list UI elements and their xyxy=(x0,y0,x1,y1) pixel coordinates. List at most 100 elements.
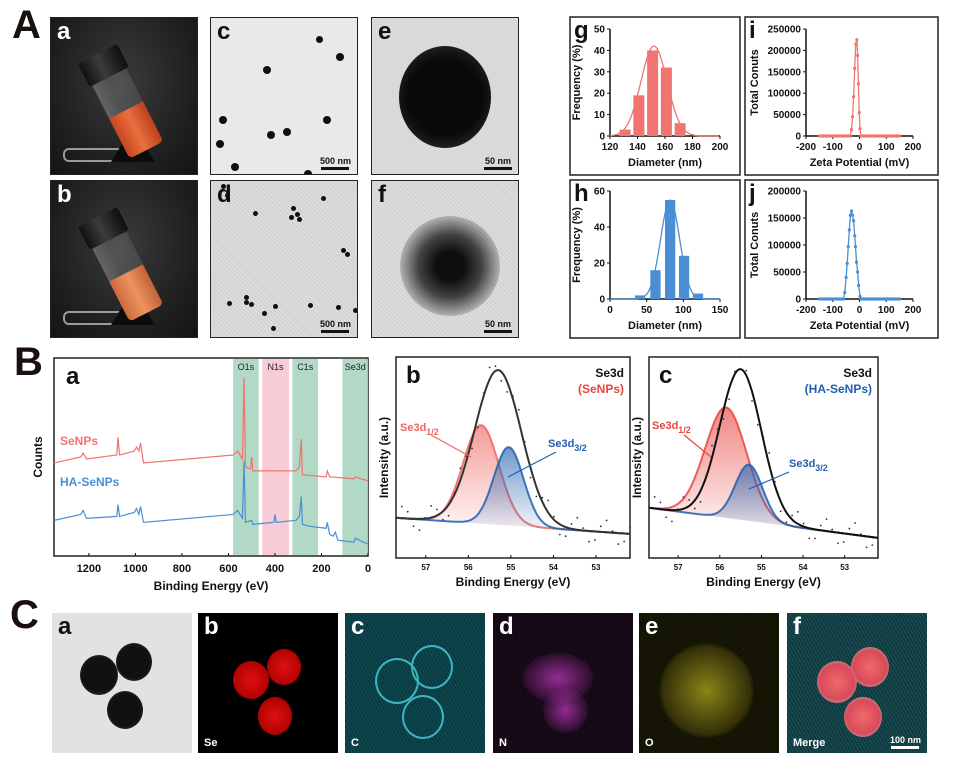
panel-label: c xyxy=(351,613,365,640)
x-tick-label: 0 xyxy=(607,305,613,316)
y-axis-label: Frequency (%) xyxy=(571,207,583,283)
nanoparticle xyxy=(336,305,341,310)
tem-image-senps-single: e 50 nm xyxy=(371,17,519,175)
peak-label-leader xyxy=(430,434,472,458)
x-tick-label: 100 xyxy=(878,142,895,153)
raw-data-point xyxy=(535,495,538,498)
raw-data-point xyxy=(570,523,573,525)
peak-area xyxy=(396,425,630,534)
nanoparticle xyxy=(400,216,500,316)
x-tick-label: 56 xyxy=(464,563,473,572)
nanoparticle xyxy=(308,303,313,308)
data-point xyxy=(843,290,847,295)
panel-label: a xyxy=(58,613,72,640)
nanoparticle xyxy=(283,128,291,136)
y-tick-label: 50000 xyxy=(773,268,801,279)
histogram-bar xyxy=(634,295,646,299)
raw-data-point xyxy=(859,533,862,536)
raw-data-point xyxy=(400,505,403,508)
element-label: Se xyxy=(204,737,218,749)
data-point xyxy=(844,275,848,279)
nanoparticle xyxy=(267,131,275,139)
chart-frame xyxy=(569,179,741,339)
x-tick-label: 120 xyxy=(602,142,619,153)
raw-data-point xyxy=(671,520,673,523)
raw-data-point xyxy=(629,526,631,529)
section-label-a: A xyxy=(12,3,41,47)
band-label: C1s xyxy=(297,362,314,372)
x-tick-label: 54 xyxy=(799,563,808,572)
raw-data-point xyxy=(418,529,421,532)
raw-data-point xyxy=(500,380,503,382)
band-label: O1s xyxy=(238,362,255,372)
x-tick-label: 54 xyxy=(549,563,558,572)
chart-Bc: Se3d (HA-SeNPs) Se3d1/2 Se3d3/2 c 57 56 55 54 53 B… xyxy=(630,356,879,589)
x-tick-label: 600 xyxy=(219,563,237,575)
raw-data-point xyxy=(547,499,549,502)
data-point xyxy=(856,82,861,86)
spectrum-SeNPs xyxy=(53,377,369,482)
x-tick-label: -200 xyxy=(796,142,816,153)
histogram-bar xyxy=(650,270,661,299)
raw-data-point xyxy=(716,428,719,430)
eds-map-merge: f Merge 100 nm xyxy=(787,613,927,753)
element-label: O xyxy=(645,737,654,749)
raw-data-point xyxy=(751,400,753,402)
scale-bar: 500 nm xyxy=(320,156,351,170)
panel-label: a xyxy=(57,18,71,45)
x-tick-label: 0 xyxy=(857,142,863,153)
raw-data-point xyxy=(825,518,828,520)
tem-image-ha-senps-single: f 50 nm xyxy=(371,180,519,338)
panel-label: g xyxy=(574,17,589,44)
data-point xyxy=(846,245,850,249)
nanoparticle xyxy=(341,248,346,253)
chart-frame xyxy=(569,16,741,176)
panel-label: a xyxy=(66,363,80,390)
band-N1s xyxy=(262,359,289,555)
raw-data-point xyxy=(785,521,788,523)
y-tick-label: 30 xyxy=(594,67,606,78)
raw-data-point xyxy=(558,533,561,536)
nanoparticle xyxy=(297,217,302,222)
y-tick-label: 250000 xyxy=(768,25,802,36)
envelope-curve xyxy=(395,369,631,535)
raw-data-point xyxy=(756,424,759,426)
x-tick-label: 200 xyxy=(312,563,330,575)
data-point xyxy=(898,134,902,138)
x-tick-label: 55 xyxy=(757,563,766,572)
raw-data-point xyxy=(814,537,816,540)
raw-data-point xyxy=(699,500,702,503)
raw-data-point xyxy=(436,508,438,511)
raw-data-point xyxy=(605,519,608,522)
nanoparticle xyxy=(353,308,357,313)
chart-j: j -200 -100 0 100 200 0 50000 100000 150000 200000… xyxy=(744,179,939,339)
nanoparticle xyxy=(263,66,271,74)
gaussian-fit-curve xyxy=(610,199,720,300)
data-point xyxy=(849,209,854,213)
y-axis-label: Total Conuts xyxy=(749,212,761,278)
x-tick-label: -200 xyxy=(796,305,816,316)
peak-label-subscript: 1/2 xyxy=(678,425,691,435)
data-point xyxy=(853,245,858,249)
raw-data-point xyxy=(441,518,444,521)
vial-photo-senps: a xyxy=(50,17,198,175)
eds-map-se: b Se xyxy=(198,613,338,753)
x-tick-label: 57 xyxy=(674,563,683,572)
nanoparticle xyxy=(304,170,312,174)
nanoparticle xyxy=(216,140,224,148)
x-tick-label: 1000 xyxy=(123,563,147,575)
panel-label: f xyxy=(378,181,386,208)
panel-label: i xyxy=(749,17,756,44)
raw-data-point xyxy=(877,530,879,533)
band-label: Se3d xyxy=(345,362,366,372)
peak-label-subscript: 1/2 xyxy=(426,427,439,437)
nanoparticle xyxy=(244,295,249,300)
section-label-b: B xyxy=(14,340,43,384)
raw-data-point xyxy=(541,496,544,499)
raw-data-point xyxy=(854,522,856,524)
nanoparticle xyxy=(253,211,258,216)
y-axis-label: Intensity (a.u.) xyxy=(377,417,391,498)
data-point xyxy=(853,66,857,70)
